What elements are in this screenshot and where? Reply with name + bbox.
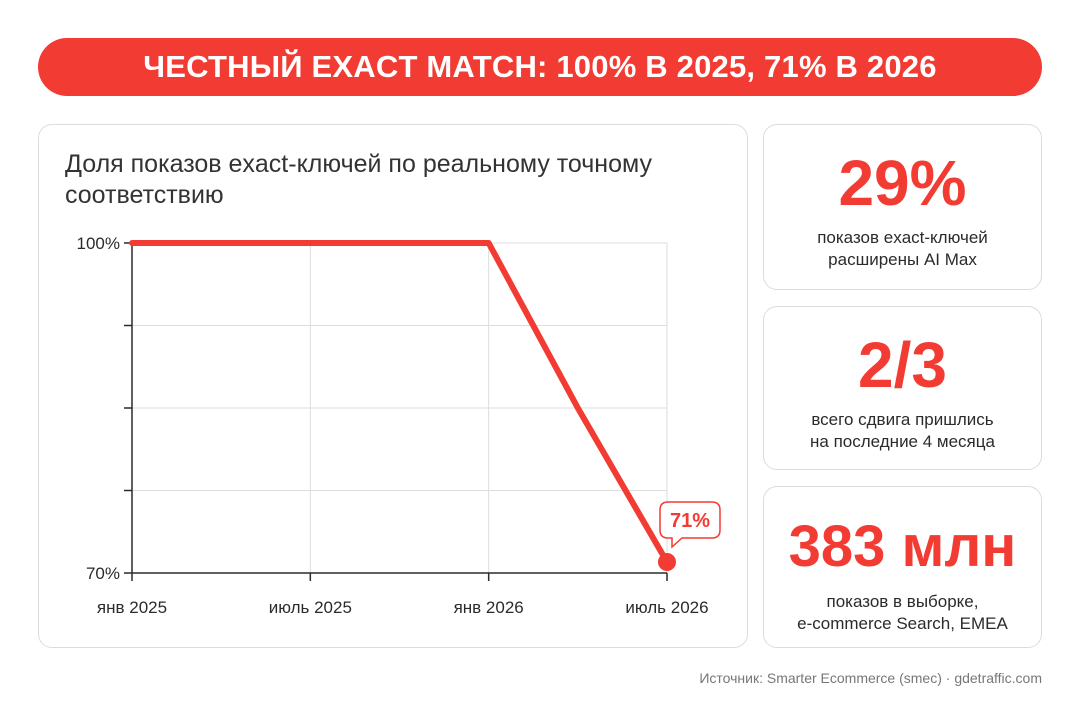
- chart-card: Доля показов exact-ключей по реальному т…: [38, 124, 748, 648]
- stat-value-shift: 2/3: [858, 329, 947, 401]
- stat-desc-line: e-commerce Search, EMEA: [797, 614, 1008, 633]
- banner-title: ЧЕСТНЫЙ EXACT MATCH: 100% В 2025, 71% В …: [143, 49, 937, 84]
- stat-value-sample: 383 млн: [788, 514, 1017, 579]
- y-tick-label: 100%: [77, 234, 120, 253]
- x-tick-label: июль 2026: [625, 598, 708, 617]
- series-line: [129, 240, 670, 565]
- source-caption: Источник: Smarter Ecommerce (smec) · gde…: [699, 670, 1042, 686]
- x-tick-label: янв 2026: [454, 598, 524, 617]
- stat-desc-line: всего сдвига пришлись: [811, 410, 994, 429]
- stat-card-shift: 2/3 всего сдвига пришлись на последние 4…: [763, 306, 1042, 470]
- line-chart: 100% 70% янв 2025 июль 2025 янв 2026 июль 202…: [77, 234, 721, 617]
- y-tick-label: 70%: [86, 564, 120, 583]
- data-point-end: [658, 553, 676, 571]
- stat-card-sample: 383 млн показов в выборке, e-commerce Se…: [763, 486, 1042, 648]
- chart-title: Доля показов exact-ключей по реальному т…: [65, 150, 652, 209]
- stat-desc-shift: всего сдвига пришлись на последние 4 мес…: [764, 409, 1041, 453]
- stat-desc-sample: показов в выборке, e-commerce Search, EM…: [764, 591, 1041, 635]
- annotation-label: 71%: [670, 510, 710, 532]
- stat-desc-share: показов exact-ключей расширены AI Max: [764, 227, 1041, 271]
- annotation-callout: [659, 501, 721, 549]
- title-banner: ЧЕСТНЫЙ EXACT MATCH: 100% В 2025, 71% В …: [38, 38, 1042, 96]
- stat-desc-line: показов в выборке,: [826, 592, 979, 611]
- x-tick-label: янв 2025: [97, 598, 167, 617]
- stat-desc-line: на последние 4 месяца: [810, 432, 995, 451]
- stat-value-share: 29%: [838, 147, 967, 219]
- stat-desc-line: показов exact-ключей: [817, 228, 988, 247]
- stat-card-share: 29% показов exact-ключей расширены AI Ma…: [763, 124, 1042, 290]
- stat-desc-line: расширены AI Max: [828, 250, 977, 269]
- x-tick-label: июль 2025: [269, 598, 352, 617]
